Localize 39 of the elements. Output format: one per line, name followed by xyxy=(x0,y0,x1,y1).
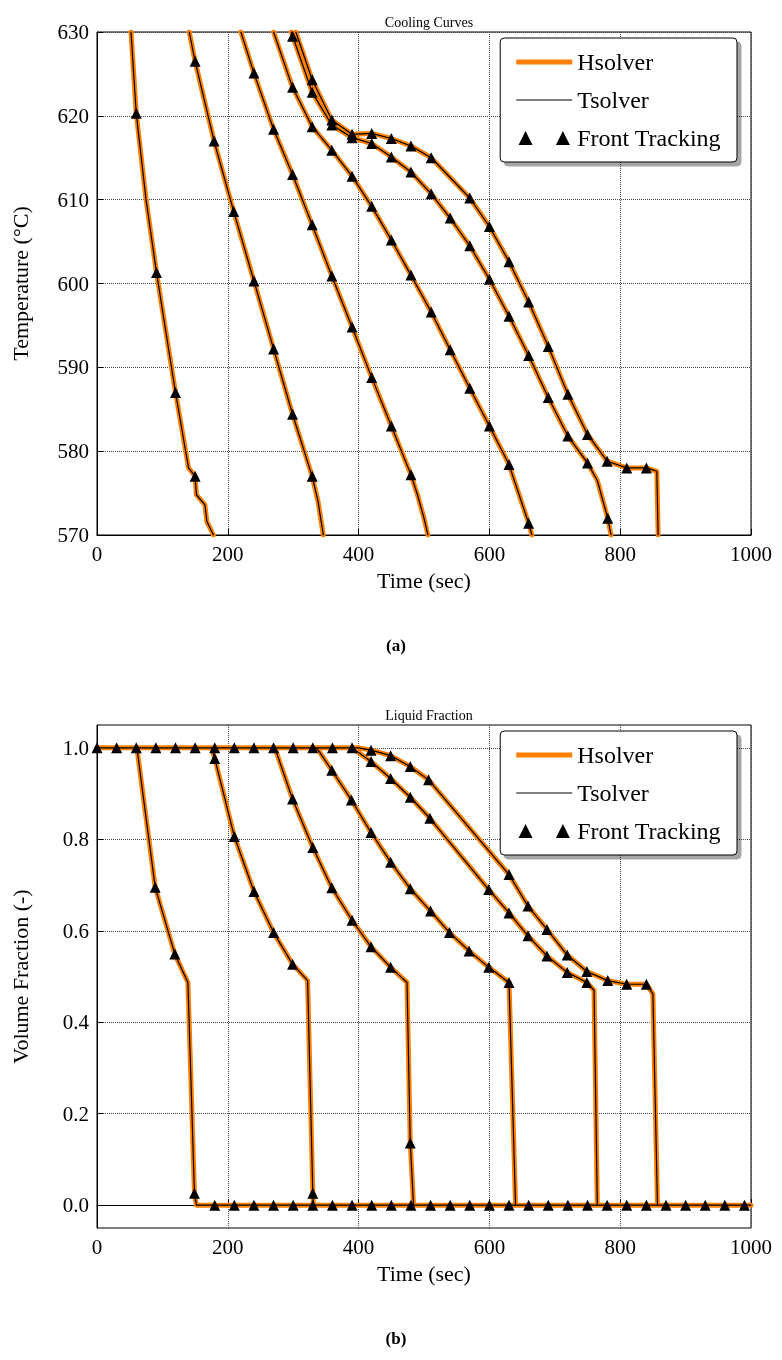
x-tick-label: 1000 xyxy=(730,1234,772,1259)
x-axis-title: Time (sec) xyxy=(377,567,471,593)
x-tick-label: 200 xyxy=(212,1234,244,1259)
chart-title: Cooling Curves xyxy=(384,14,474,30)
legend-label: Hsolver xyxy=(577,49,654,75)
text: (b) xyxy=(385,1329,407,1348)
y-tick-label: 0.8 xyxy=(62,827,89,852)
x-tick-label: 1000 xyxy=(730,541,772,566)
y-tick-label: 580 xyxy=(57,439,89,464)
x-tick-label: 400 xyxy=(342,1234,375,1259)
x-tick-label: 400 xyxy=(342,541,375,566)
x-tick-label: 600 xyxy=(473,1234,506,1259)
y-axis-title: Temperature (°C) xyxy=(7,206,33,361)
legend-label: Tsolver xyxy=(577,780,649,806)
y-tick-label: 0.0 xyxy=(62,1193,89,1218)
y-tick-label: 1.0 xyxy=(62,735,89,760)
legend-label: Front Tracking xyxy=(577,125,721,151)
y-tick-label: 630 xyxy=(57,20,89,44)
legend-label: Front Tracking xyxy=(577,818,721,844)
x-tick-label: 0 xyxy=(91,1234,103,1259)
x-tick-label: 0 xyxy=(91,541,103,566)
legend-label: Hsolver xyxy=(577,742,654,768)
y-tick-label: 610 xyxy=(57,187,89,212)
chart-title: Liquid Fraction xyxy=(385,707,473,723)
x-axis-title: Time (sec) xyxy=(377,1260,471,1286)
y-axis-title: Volume Fraction (-) xyxy=(7,889,33,1064)
y-tick-label: 570 xyxy=(57,523,89,547)
legend-label: Tsolver xyxy=(577,87,649,113)
x-tick-label: 800 xyxy=(604,541,636,566)
x-tick-label: 800 xyxy=(604,1234,636,1259)
x-tick-label: 600 xyxy=(473,541,506,566)
y-tick-label: 0.4 xyxy=(62,1010,90,1035)
y-tick-label: 0.2 xyxy=(62,1101,89,1126)
y-tick-label: 620 xyxy=(57,103,89,128)
text: (a) xyxy=(386,636,406,655)
y-tick-label: 590 xyxy=(57,355,89,380)
y-tick-label: 600 xyxy=(57,271,89,296)
y-tick-label: 0.6 xyxy=(62,918,89,943)
x-tick-label: 200 xyxy=(212,541,244,566)
